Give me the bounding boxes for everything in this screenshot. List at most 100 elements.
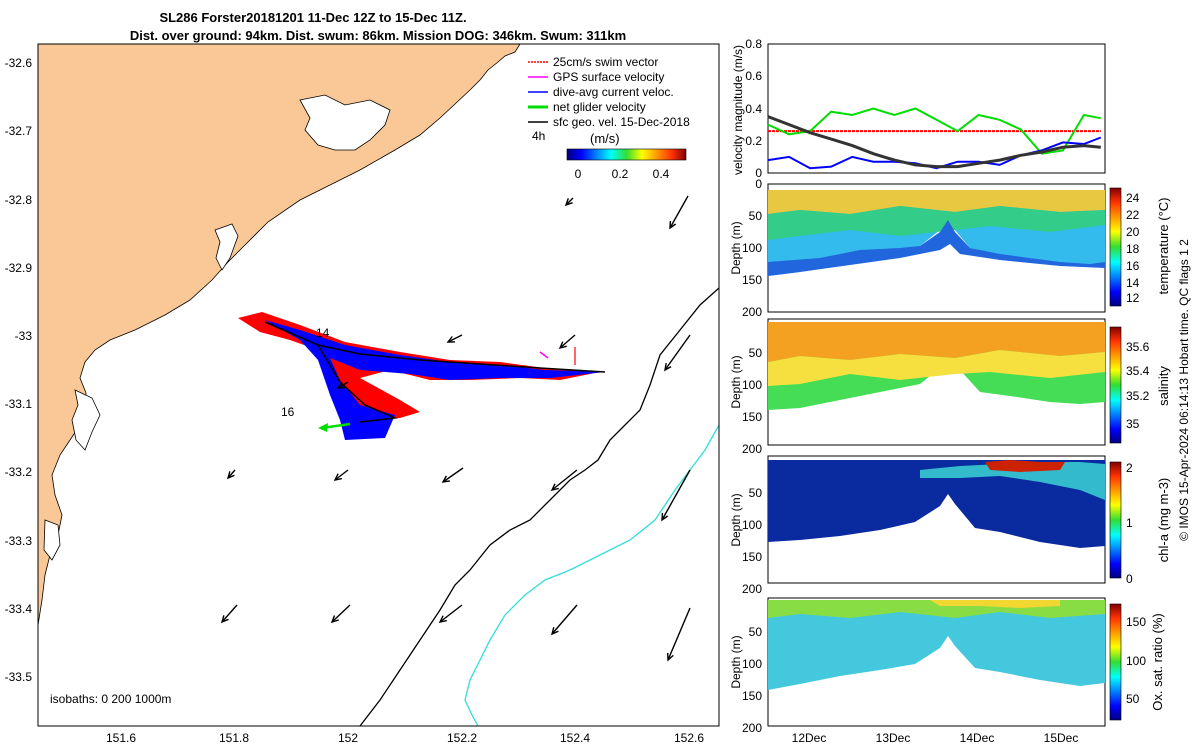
chl-ylabel: Depth (m) [729, 493, 743, 546]
cbar-tick-2: 0.4 [653, 167, 670, 181]
map-xtick: 152.2 [447, 731, 477, 745]
oxygen-colorbar [1109, 603, 1122, 721]
legend-swim: 25cm/s swim vector [553, 55, 658, 69]
chlorophyll-max-layer [920, 462, 1105, 500]
chlorophyll-panel [767, 455, 1122, 584]
title-line-2: Dist. over ground: 94km. Dist. swum: 86k… [130, 28, 626, 43]
track-label-16: 16 [281, 405, 295, 419]
map-ytick: -32.6 [5, 56, 33, 70]
chl-ytick: 150 [742, 550, 762, 564]
map-xtick: 152 [338, 731, 358, 745]
oxy-cbar-tick: 150 [1126, 615, 1146, 629]
isobath-200m [359, 287, 719, 726]
speed-colorbar [566, 148, 687, 161]
time-label: 4h [532, 129, 545, 143]
geo-velocity-arrowhead [333, 473, 343, 481]
geo-velocity-arrowhead [558, 341, 567, 350]
salinity-colorbar [1109, 326, 1122, 444]
map-ytick: -33.1 [5, 397, 33, 411]
chl-ytick: 50 [749, 486, 763, 500]
lake-2 [214, 223, 239, 271]
geo-velocity-arrowhead [667, 652, 674, 662]
map-ytick: -33.3 [5, 534, 33, 548]
temp-ytick: 150 [742, 273, 762, 287]
map-y-ticks: -32.6 -32.7 -32.8 -32.9 -33 -33.1 -33.2 … [5, 56, 33, 684]
temp-ytick: 200 [742, 305, 762, 319]
geo-velocity-arrow [551, 469, 578, 491]
velocity-panel: 0.8 0.6 0.4 0.2 0 velocity magnitude (m/… [731, 37, 1106, 180]
sal-cbar-tick: 35.6 [1126, 340, 1150, 354]
map-ytick: -33.2 [5, 465, 33, 479]
geo-velocity-arrow [337, 381, 349, 389]
oxy-ytick: 50 [749, 625, 763, 639]
geo-velocity-arrow [551, 604, 578, 635]
velocity-series [767, 107, 1102, 170]
geo-velocity-arrowhead [441, 475, 451, 483]
chl-cbar-label: chl-a (mg m-3) [1156, 478, 1171, 563]
temp-cbar-tick: 24 [1126, 191, 1140, 205]
map-xtick: 152.4 [560, 731, 590, 745]
oxy-cbar-label: Ox. sat. ratio (%) [1150, 613, 1165, 711]
temperature-panel [767, 183, 1122, 313]
chl-ytick: 100 [742, 518, 762, 532]
map-ytick: -32.9 [5, 261, 33, 275]
vel-ytick: 0.4 [745, 102, 762, 116]
map-legend: 25cm/s swim vector GPS surface velocity … [520, 52, 708, 181]
geo-velocity-arrow [559, 334, 576, 349]
temperature-cold-layer [768, 220, 1105, 276]
map-xtick: 151.6 [106, 731, 136, 745]
isobath-1000m [464, 424, 719, 726]
geo-velocity-arrowhead [550, 627, 559, 636]
geo-velocity-arrowhead [226, 471, 235, 480]
glider-track-swim [238, 312, 606, 440]
oxy-ytick: 200 [742, 721, 762, 735]
geo-velocity-arrowhead [661, 512, 669, 522]
sal-ytick: 50 [749, 346, 763, 360]
geo-velocity-arrow [439, 604, 463, 623]
section-colorbar-ticks: 24 22 20 18 16 14 12 temperature (°C) 35… [1126, 191, 1171, 711]
cbar-tick-0: 0 [575, 167, 582, 181]
chl-ytick: 200 [742, 582, 762, 596]
velocity-line-dive [767, 136, 1102, 170]
vel-ytick: 0.2 [745, 134, 762, 148]
temp-cbar-tick: 14 [1126, 276, 1140, 290]
chl-cbar-tick: 1 [1126, 516, 1133, 530]
sal-cbar-tick: 35 [1126, 417, 1140, 431]
geo-velocity-arrowhead [438, 615, 447, 623]
geo-velocity-arrowhead [669, 220, 677, 230]
legend-geo: sfc geo. vel. 15-Dec-2018 [553, 115, 690, 129]
legend-net: net glider velocity [553, 100, 646, 114]
sal-ylabel: Depth (m) [729, 355, 743, 408]
geo-velocity-arrowhead [550, 483, 559, 492]
credit-line: © IMOS 15-Apr-2024 06:14:13 Hobart time.… [1177, 239, 1191, 541]
chlorophyll-section [768, 460, 1105, 548]
net-glider-arrowhead [318, 423, 328, 432]
time-tick: 15Dec [1044, 731, 1079, 745]
map-frame [37, 43, 720, 727]
velocity-line-gps [767, 107, 1101, 155]
geo-velocity-arrow [661, 469, 691, 521]
chlorophyll-peak [985, 460, 1065, 472]
temp-ytick: 0 [755, 177, 762, 191]
colorbar-title: (m/s) [590, 131, 620, 146]
temp-cbar-tick: 16 [1126, 259, 1140, 273]
salinity-high-layer [768, 322, 1105, 362]
temp-ylabel: Depth (m) [729, 221, 743, 274]
lake-3 [71, 389, 101, 451]
sal-ytick: 100 [742, 378, 762, 392]
isobaths-label: isobaths: 0 200 1000m [50, 692, 171, 706]
chl-cbar-tick: 0 [1126, 572, 1133, 586]
geo-velocity-arrowhead [664, 362, 672, 372]
sal-ytick: 150 [742, 410, 762, 424]
oxy-cbar-tick: 100 [1126, 654, 1146, 668]
time-tick: 14Dec [960, 731, 995, 745]
geo-velocity-arrow [227, 469, 236, 479]
temp-cbar-tick: 20 [1126, 225, 1140, 239]
lake-4 [43, 519, 61, 561]
vel-ytick: 0.6 [745, 69, 762, 83]
geo-velocity-arrow [664, 334, 691, 371]
sal-cbar-tick: 35.2 [1126, 389, 1150, 403]
oxygen-high-patch [930, 600, 1060, 608]
temperature-colorbar [1109, 187, 1122, 307]
